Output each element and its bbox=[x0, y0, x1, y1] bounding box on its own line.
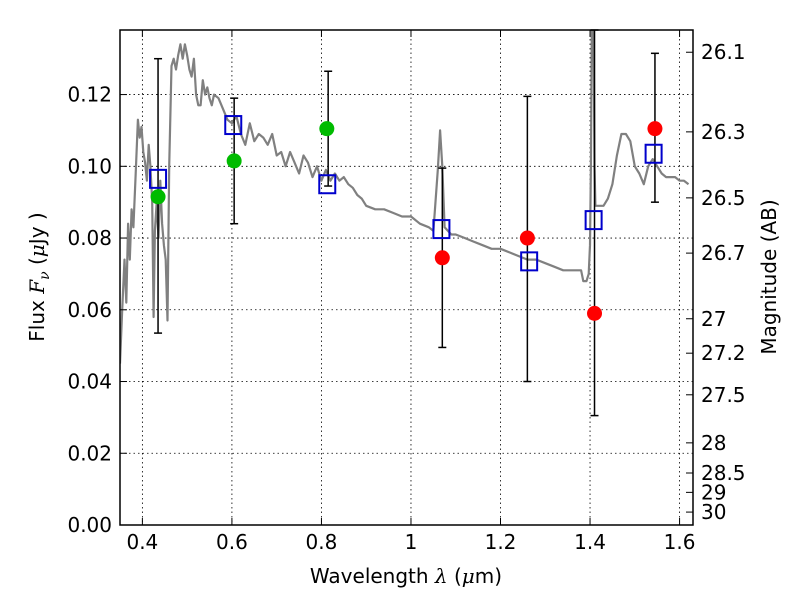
model-photometry-square bbox=[149, 168, 168, 189]
y-tick-label: 0.00 bbox=[67, 513, 112, 537]
model-photometry-square bbox=[584, 210, 603, 231]
observed-point bbox=[226, 153, 242, 169]
observed-point bbox=[519, 230, 535, 246]
mag-tick-label: 26.1 bbox=[701, 40, 746, 64]
x-tick-label: 1.4 bbox=[574, 530, 606, 554]
model-photometry-square bbox=[318, 174, 337, 195]
x-tick-label: 1.6 bbox=[664, 530, 696, 554]
mag-tick-label: 26.3 bbox=[701, 120, 746, 144]
axis-ticks: 0.4 0.6 0.8 1 1.2 1.4 1.6 0.00 0.02 0.04 0.06 0.08 0… bbox=[67, 30, 746, 554]
observed-point bbox=[647, 121, 663, 137]
mag-tick-label: 26.7 bbox=[701, 241, 746, 265]
model-photometry-square bbox=[520, 251, 539, 272]
mag-tick-label: 26.5 bbox=[701, 186, 746, 210]
sed-model-line bbox=[120, 30, 690, 364]
y-tick-label: 0.08 bbox=[67, 226, 112, 250]
model-photometry-square bbox=[432, 219, 451, 240]
y-tick-label: 0.12 bbox=[67, 83, 112, 107]
model-photometry-square bbox=[644, 143, 663, 164]
x-tick-label: 1 bbox=[405, 530, 418, 554]
y-tick-label: 0.02 bbox=[67, 441, 112, 465]
plot-frame bbox=[119, 29, 694, 526]
error-bars bbox=[154, 29, 659, 417]
observed-point bbox=[434, 250, 450, 266]
mag-tick-label: 28.5 bbox=[701, 461, 746, 485]
photometry-points bbox=[149, 115, 663, 321]
mag-tick-label: 30 bbox=[701, 500, 726, 524]
mag-tick-label: 27.5 bbox=[701, 383, 746, 407]
observed-point bbox=[587, 305, 603, 321]
x-tick-label: 1.2 bbox=[485, 530, 517, 554]
observed-point bbox=[150, 189, 166, 205]
secondary-y-axis-label: Magnitude (AB) bbox=[757, 199, 781, 354]
x-tick-label: 0.6 bbox=[216, 530, 248, 554]
y-tick-label: 0.10 bbox=[67, 154, 112, 178]
model-photometry-square bbox=[224, 115, 243, 136]
x-axis-label: Wavelength λ (μm) bbox=[310, 564, 502, 588]
mag-tick-label: 27 bbox=[701, 307, 726, 331]
y-tick-label: 0.04 bbox=[67, 370, 112, 394]
mag-tick-label: 27.2 bbox=[701, 341, 746, 365]
y-axis-label: Flux Fν (μJy ) bbox=[25, 212, 53, 341]
mag-tick-label: 29 bbox=[701, 480, 726, 504]
observed-point bbox=[319, 121, 335, 137]
grid-lines bbox=[120, 30, 693, 526]
x-tick-label: 0.8 bbox=[306, 530, 338, 554]
y-tick-label: 0.06 bbox=[67, 298, 112, 322]
x-tick-label: 0.4 bbox=[126, 530, 158, 554]
mag-tick-label: 28 bbox=[701, 431, 726, 455]
sed-curve bbox=[120, 30, 690, 364]
